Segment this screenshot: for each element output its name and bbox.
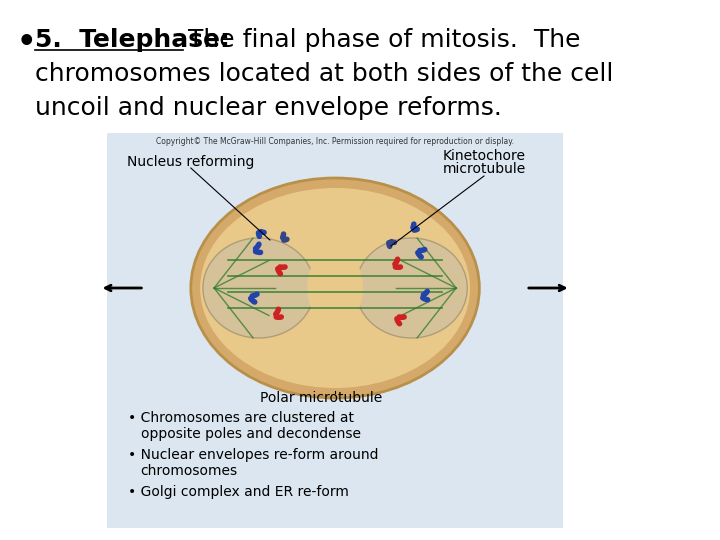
Text: • Golgi complex and ER re-form: • Golgi complex and ER re-form xyxy=(127,485,348,499)
Ellipse shape xyxy=(191,178,480,398)
Text: opposite poles and decondense: opposite poles and decondense xyxy=(140,427,361,441)
Text: •: • xyxy=(17,28,36,57)
Text: chromosomes located at both sides of the cell: chromosomes located at both sides of the… xyxy=(35,62,613,86)
Text: chromosomes: chromosomes xyxy=(140,464,238,478)
Text: microtubule: microtubule xyxy=(442,162,526,176)
Text: • Chromosomes are clustered at: • Chromosomes are clustered at xyxy=(127,411,354,425)
Text: Kinetochore: Kinetochore xyxy=(443,149,526,163)
Text: • Nuclear envelopes re-form around: • Nuclear envelopes re-form around xyxy=(127,448,378,462)
Text: uncoil and nuclear envelope reforms.: uncoil and nuclear envelope reforms. xyxy=(35,96,503,120)
Text: Copyright© The McGraw-Hill Companies, Inc. Permission required for reproduction : Copyright© The McGraw-Hill Companies, In… xyxy=(156,137,514,146)
Text: 5.  Telephase:: 5. Telephase: xyxy=(35,28,230,52)
FancyBboxPatch shape xyxy=(107,133,563,528)
Ellipse shape xyxy=(203,238,315,338)
Ellipse shape xyxy=(200,188,470,388)
Text: Polar microtubule: Polar microtubule xyxy=(260,391,382,405)
Text: Nucleus reforming: Nucleus reforming xyxy=(127,155,254,169)
Ellipse shape xyxy=(307,248,363,328)
Text: The final phase of mitosis.  The: The final phase of mitosis. The xyxy=(188,28,580,52)
Ellipse shape xyxy=(356,238,467,338)
